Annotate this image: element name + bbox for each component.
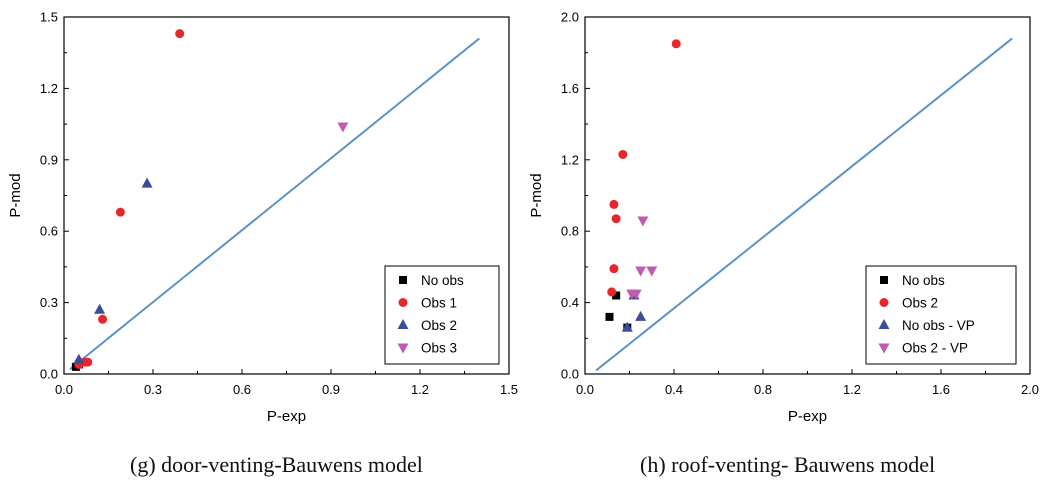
legend-marker (397, 319, 409, 329)
data-point (115, 207, 125, 217)
x-tick-label: 0.6 (233, 382, 251, 397)
x-tick-label: 0.0 (55, 382, 73, 397)
data-point (609, 264, 619, 274)
x-tick-label: 1.2 (843, 382, 861, 397)
data-point (609, 199, 619, 209)
x-axis-label: P-exp (788, 408, 827, 425)
x-tick-label: 2.0 (1021, 382, 1039, 397)
figure: 0.0 0.3 0.6 0.9 1.2 1.5 0.0 0.3 0.6 0.9 1.2 1.5 P-ex… (7, 10, 1039, 426)
legend-marker (399, 276, 407, 284)
data-point (635, 266, 647, 277)
x-tick-label: 1.5 (500, 382, 518, 397)
data-point (94, 303, 106, 314)
data-point (630, 289, 642, 300)
x-tick-label: 0.3 (144, 382, 162, 397)
y-tick-label: 0.9 (40, 152, 58, 167)
y-axis-label: P-mod (528, 173, 545, 217)
data-point (607, 287, 617, 297)
reference-line (595, 37, 1013, 372)
data-point (637, 216, 649, 227)
data-point (605, 312, 614, 321)
data-point (612, 291, 621, 300)
legend-marker (879, 298, 889, 307)
legend-label: Obs 2 (421, 318, 457, 333)
y-tick-label: 2.0 (561, 10, 579, 25)
caption-g: (g) door-venting-Bauwens model (130, 452, 423, 477)
legend-label: Obs 2 - VP (902, 341, 968, 356)
y-axis-label: P-mod (7, 173, 24, 217)
chart-g: 0.0 0.3 0.6 0.9 1.2 1.5 0.0 0.3 0.6 0.9 1.2 1.5 P-ex… (7, 10, 518, 426)
data-point (621, 321, 633, 332)
x-tick-label: 1.2 (411, 382, 429, 397)
data-point (611, 214, 621, 224)
x-tick-label: 0.0 (576, 382, 594, 397)
data-point (671, 39, 681, 49)
caption-h: (h) roof-venting- Bauwens model (640, 452, 936, 477)
legend-box (865, 265, 1017, 365)
data-point (618, 149, 628, 159)
x-tick-label: 0.4 (665, 382, 683, 397)
legend-label: No obs (902, 273, 945, 288)
x-axis-label: P-exp (267, 408, 306, 425)
legend-label: No obs (421, 273, 464, 288)
y-tick-label: 1.6 (561, 81, 579, 96)
legend-marker (880, 276, 888, 284)
data-point (141, 177, 153, 188)
y-tick-label: 1.2 (561, 152, 579, 167)
data-point (98, 314, 108, 324)
x-tick-label: 1.6 (932, 382, 950, 397)
legend-marker (397, 343, 409, 354)
legend-label: No obs - VP (902, 318, 975, 333)
legend-marker (878, 319, 890, 329)
legend-label: Obs 1 (421, 296, 457, 311)
data-point (635, 310, 647, 321)
chart-h: 0.0 0.4 0.8 1.2 1.6 2.0 0.0 0.4 0.8 1.2 1.6 2.0 P-ex… (528, 10, 1039, 426)
x-tick-label: 0.9 (322, 382, 340, 397)
data-point (175, 29, 185, 39)
legend-marker (878, 343, 890, 354)
y-tick-label: 0.6 (40, 224, 58, 239)
legend-label: Obs 3 (421, 341, 457, 356)
y-tick-label: 0.0 (561, 367, 579, 382)
legend-marker (398, 298, 408, 307)
data-point (337, 122, 349, 133)
legend-label: Obs 2 (902, 296, 938, 311)
reference-line (69, 37, 480, 371)
y-tick-label: 0.4 (561, 295, 579, 310)
y-tick-label: 0.3 (40, 295, 58, 310)
x-tick-label: 0.8 (754, 382, 772, 397)
y-tick-label: 0.8 (561, 224, 579, 239)
y-tick-label: 0.0 (40, 367, 58, 382)
data-point (73, 353, 85, 364)
y-tick-label: 1.2 (40, 81, 58, 96)
y-tick-label: 1.5 (40, 10, 58, 25)
data-point (646, 266, 658, 277)
data-point (83, 357, 93, 367)
